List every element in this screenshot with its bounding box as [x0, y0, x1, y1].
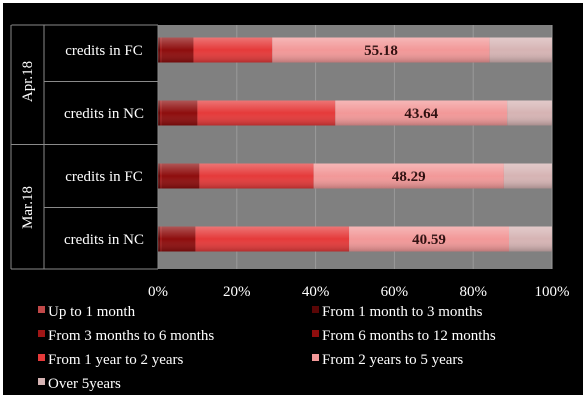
category-label: credits in NC	[64, 232, 144, 248]
legend-label: Up to 1 month	[48, 304, 136, 320]
legend-label: From 1 month to 3 months	[322, 304, 483, 320]
x-tick-label: 60%	[381, 284, 409, 300]
category-label: credits in NC	[64, 106, 144, 122]
legend-marker	[312, 306, 319, 313]
legend-label: From 2 years to 5 years	[322, 352, 463, 368]
x-tick-label: 20%	[223, 284, 251, 300]
legend-marker	[38, 330, 45, 337]
category-label: credits in FC	[65, 169, 143, 185]
legend-label: From 6 months to 12 months	[322, 328, 496, 344]
x-tick-label: 80%	[459, 284, 487, 300]
legend-marker	[38, 354, 45, 361]
bar-shading	[158, 163, 552, 189]
legend-marker	[312, 330, 319, 337]
x-tick-label: 40%	[302, 284, 330, 300]
bar-shading	[158, 226, 552, 252]
category-label: credits in FC	[65, 43, 143, 59]
legend-marker	[38, 306, 45, 313]
category-axis: Apr.18 Mar.18 credits in FC credits in NC cr…	[10, 24, 159, 270]
x-tick-label: 100%	[535, 284, 570, 300]
legend-label: From 3 months to 6 months	[48, 328, 214, 344]
bar-shading	[158, 37, 552, 63]
legend-label: Over 5years	[48, 376, 121, 392]
legend-marker	[312, 354, 319, 361]
group-label: Apr.18	[20, 61, 36, 102]
x-tick-label: 0%	[148, 284, 168, 300]
x-axis-ticks: 0% 20% 40% 60% 80% 100%	[148, 284, 570, 300]
bars: 55.1843.6448.2940.59	[158, 37, 552, 252]
legend-label: From 1 year to 2 years	[48, 352, 184, 368]
group-label: Mar.18	[20, 186, 36, 229]
legend: Up to 1 month From 1 month to 3 months Fro…	[38, 304, 496, 392]
bar-shading	[158, 100, 552, 126]
legend-marker	[38, 378, 45, 385]
